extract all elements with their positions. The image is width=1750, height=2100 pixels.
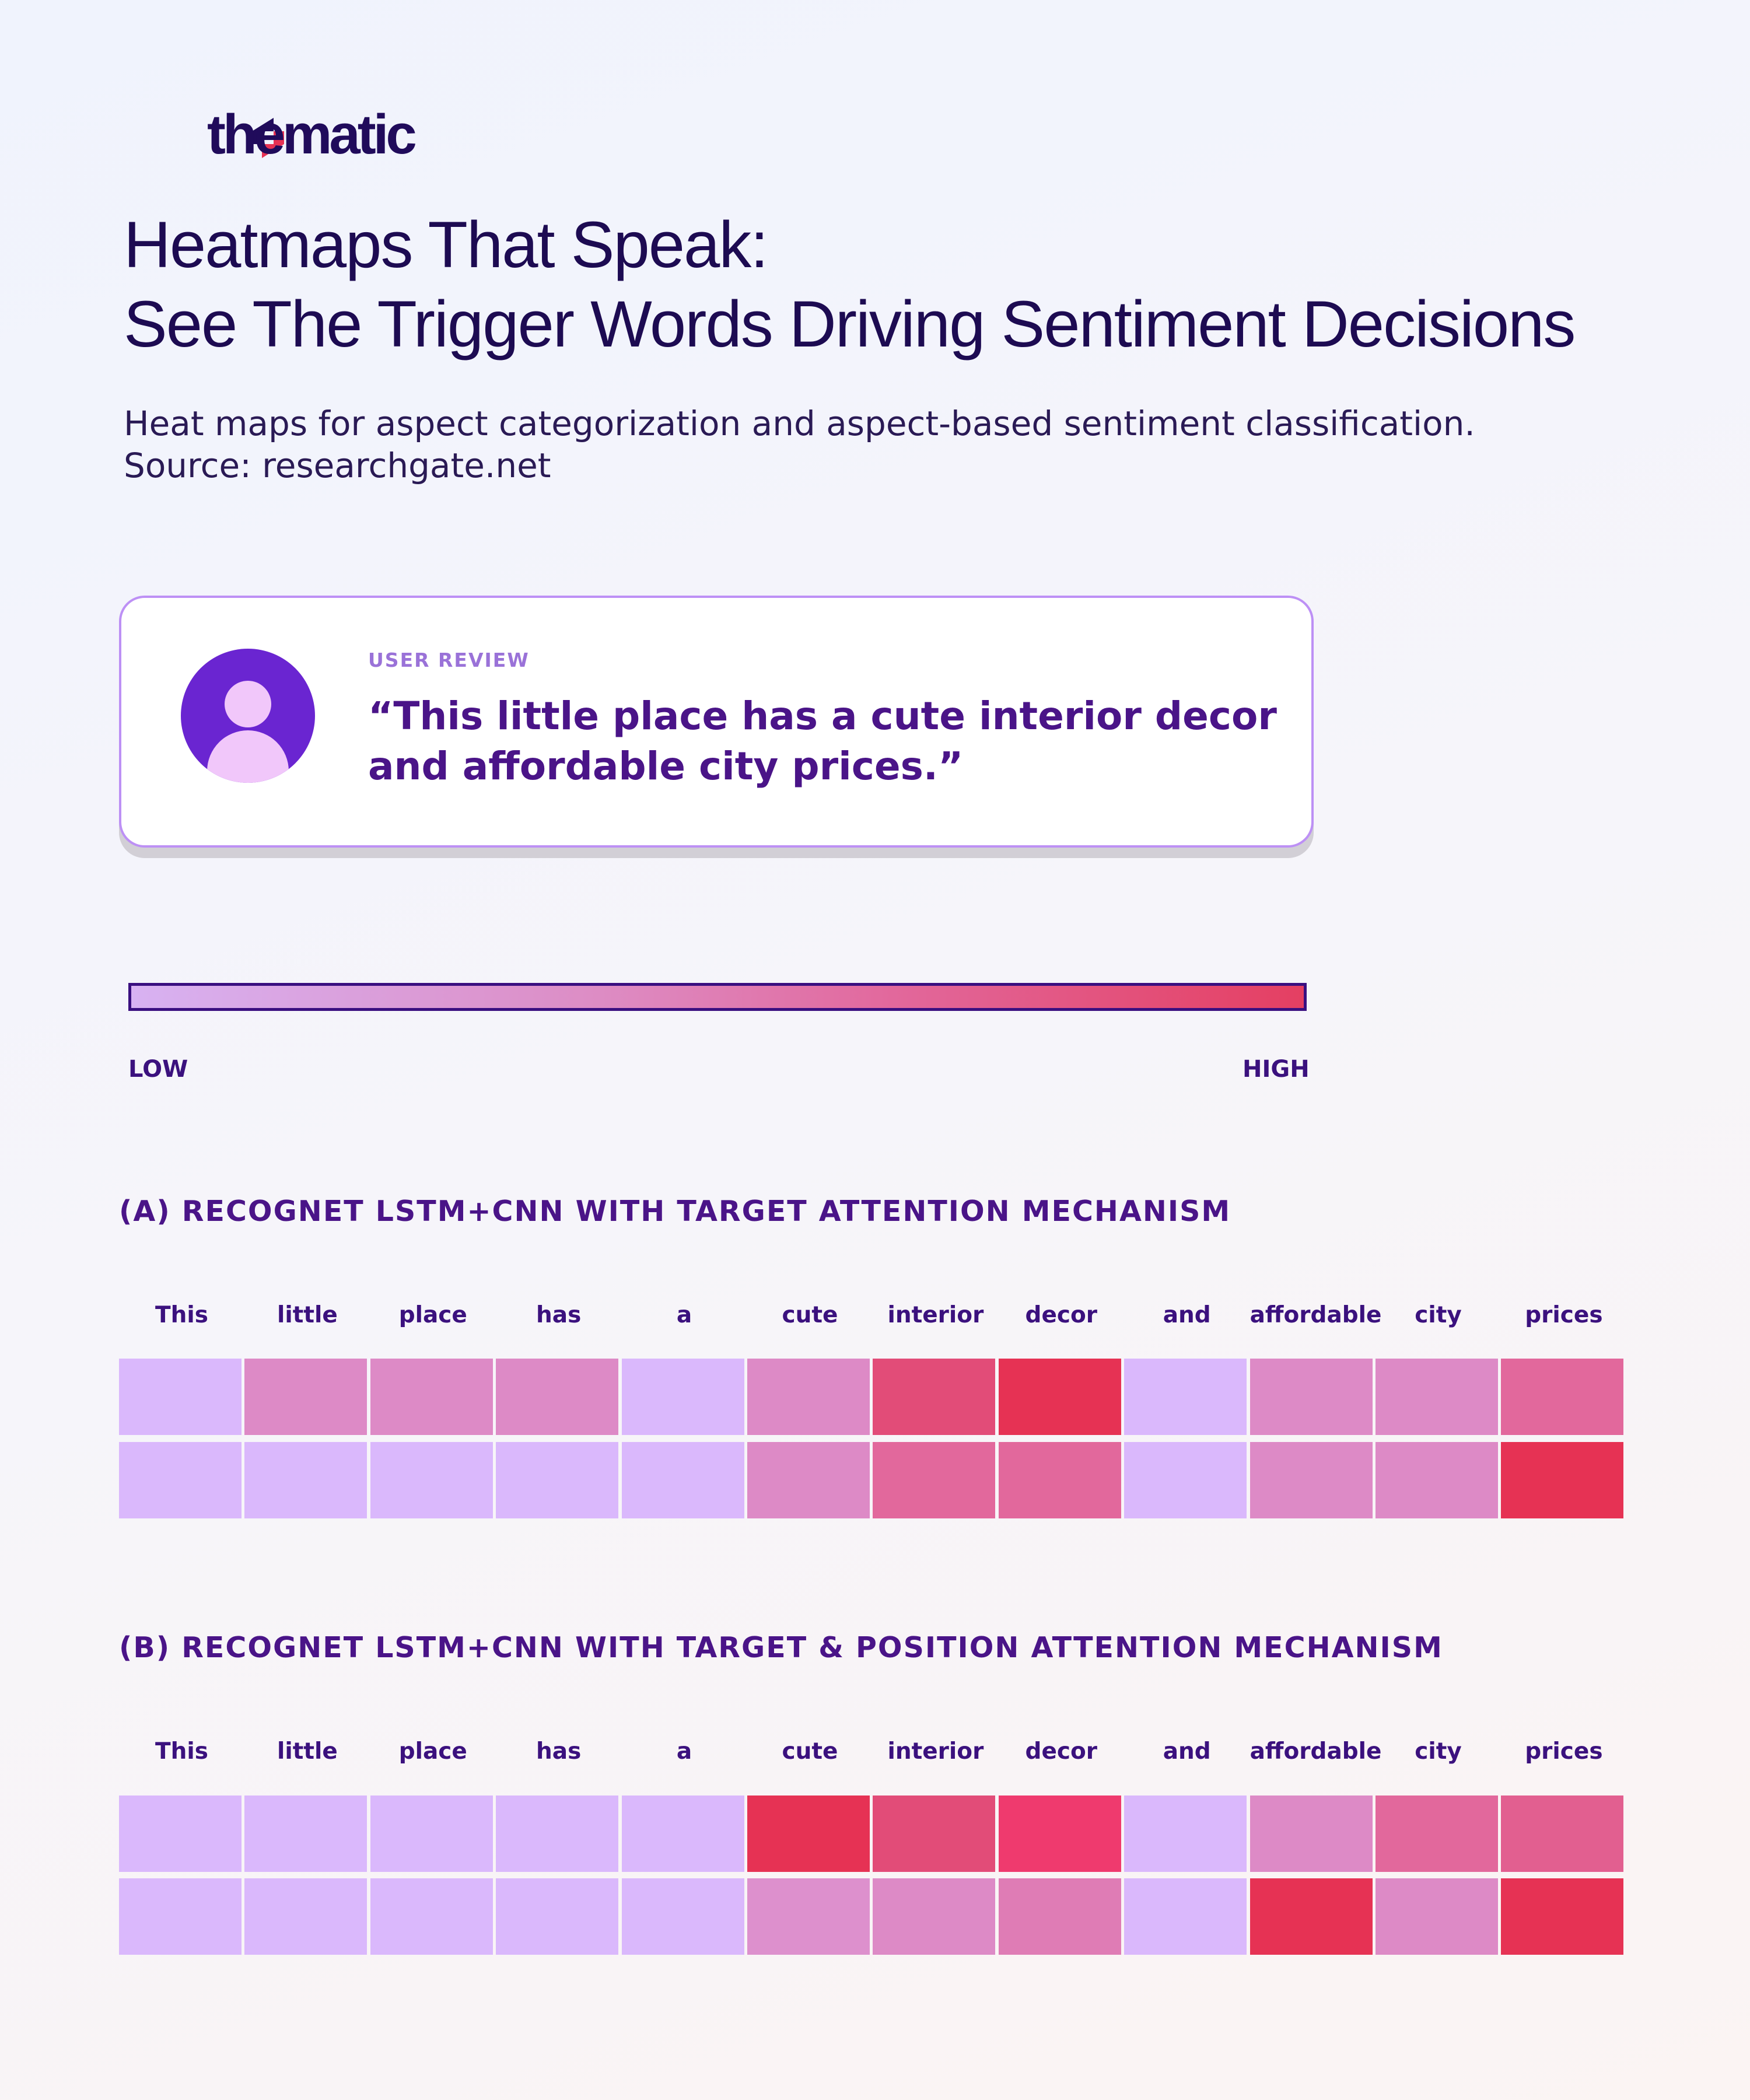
heatmap-cell	[1124, 1442, 1247, 1518]
heatmap-cell	[1124, 1878, 1247, 1955]
heatmap-b-title: (B) RECOGNET LSTM+CNN WITH TARGET & POSI…	[119, 1631, 1443, 1664]
heatmap-cell	[1250, 1878, 1373, 1955]
word-label: decor	[1025, 1302, 1098, 1328]
heatmap-cell	[370, 1796, 493, 1872]
word-label: prices	[1525, 1302, 1603, 1328]
heatmap-cell	[1376, 1442, 1498, 1518]
heatmap-cell	[1501, 1796, 1624, 1872]
word-label: little	[276, 1738, 338, 1765]
heatmap-cell	[119, 1359, 242, 1435]
review-label: USER REVIEW	[368, 649, 530, 671]
legend-high-label: HIGH	[1242, 1056, 1310, 1083]
title-line-1: Heatmaps That Speak:	[124, 208, 768, 281]
word-label: affordable	[1250, 1738, 1382, 1765]
word-label: cute	[782, 1738, 838, 1765]
heatmap-cell	[1124, 1359, 1247, 1435]
heatmap-cell	[621, 1359, 744, 1435]
thematic-logo-icon	[252, 118, 284, 158]
word-label: This	[155, 1302, 208, 1328]
word-label: interior	[887, 1302, 984, 1328]
heatmap-cell	[244, 1359, 368, 1435]
heatmap-cell	[873, 1878, 996, 1955]
heatmap-cell	[1501, 1359, 1624, 1435]
word-label: prices	[1525, 1738, 1603, 1765]
heatmap-cell	[119, 1878, 242, 1955]
word-label: cute	[782, 1302, 838, 1328]
subtitle-line-1: Heat maps for aspect categorization and …	[124, 404, 1475, 443]
heatmap-cell	[496, 1878, 619, 1955]
word-label: and	[1163, 1302, 1211, 1328]
heatmap-cell	[496, 1796, 619, 1872]
word-label: This	[155, 1738, 208, 1765]
heatmap-cell	[1376, 1878, 1498, 1955]
heatmap-cell	[747, 1359, 870, 1435]
heatmap-cell	[244, 1878, 368, 1955]
word-label: city	[1415, 1302, 1462, 1328]
heatmap-cell	[873, 1359, 996, 1435]
heatmap-cell	[1501, 1878, 1624, 1955]
source-line: Source: researchgate.net	[124, 446, 551, 485]
heatmap-cell	[621, 1442, 744, 1518]
heatmap-cell	[119, 1796, 242, 1872]
word-label: interior	[887, 1738, 984, 1765]
heatmap-cell	[873, 1796, 996, 1872]
word-label: has	[536, 1302, 582, 1328]
heatmap-a-title: (A) RECOGNET LSTM+CNN WITH TARGET ATTENT…	[119, 1195, 1231, 1228]
word-label: decor	[1025, 1738, 1098, 1765]
word-label: has	[536, 1738, 582, 1765]
heatmap-cell	[119, 1442, 242, 1518]
word-label: affordable	[1250, 1302, 1382, 1328]
word-label: little	[276, 1302, 338, 1328]
page-title: Heatmaps That Speak: See The Trigger Wor…	[124, 205, 1576, 364]
word-label: a	[676, 1302, 692, 1328]
heatmap-cell	[496, 1442, 619, 1518]
legend-low-label: LOW	[128, 1056, 188, 1083]
heatmap-cell	[1250, 1442, 1373, 1518]
word-label: place	[398, 1738, 467, 1765]
heatmap-cell	[1376, 1796, 1498, 1872]
review-quote: “This little place has a cute interior d…	[368, 691, 1278, 792]
heatmap-cell	[873, 1442, 996, 1518]
heatmap-cell	[998, 1796, 1121, 1872]
heatmap-cell	[998, 1442, 1121, 1518]
word-label: place	[398, 1302, 467, 1328]
heatmap-cell	[621, 1796, 744, 1872]
word-label: a	[676, 1738, 692, 1765]
word-label: city	[1415, 1738, 1462, 1765]
heatmap-cell	[1501, 1442, 1624, 1518]
heatmap-cell	[1124, 1796, 1247, 1872]
brand-name: thematic	[207, 103, 417, 166]
heatmap-cell	[747, 1796, 870, 1872]
heatmap-cell	[1250, 1359, 1373, 1435]
heatmap-cell	[998, 1359, 1121, 1435]
heatmap-cell	[496, 1359, 619, 1435]
heatmap-cell	[370, 1359, 493, 1435]
subtitle: Heat maps for aspect categorization and …	[124, 402, 1475, 487]
title-line-2: See The Trigger Words Driving Sentiment …	[124, 288, 1576, 360]
heatmap-cell	[998, 1878, 1121, 1955]
heatmap-cell	[1376, 1359, 1498, 1435]
heatmap-cell	[370, 1442, 493, 1518]
heatmap-cell	[1250, 1796, 1373, 1872]
heatmap-cell	[370, 1878, 493, 1955]
word-label: and	[1163, 1738, 1211, 1765]
heatmap-cell	[747, 1442, 870, 1518]
heatmap-cell	[621, 1878, 744, 1955]
user-avatar-icon	[181, 649, 315, 783]
color-scale-bar	[128, 983, 1307, 1011]
quote-line-2: and affordable city prices.”	[368, 744, 964, 789]
heatmap-cell	[747, 1878, 870, 1955]
review-card	[119, 596, 1314, 848]
quote-line-1: “This little place has a cute interior d…	[368, 694, 1277, 738]
heatmap-cell	[244, 1796, 368, 1872]
heatmap-cell	[244, 1442, 368, 1518]
